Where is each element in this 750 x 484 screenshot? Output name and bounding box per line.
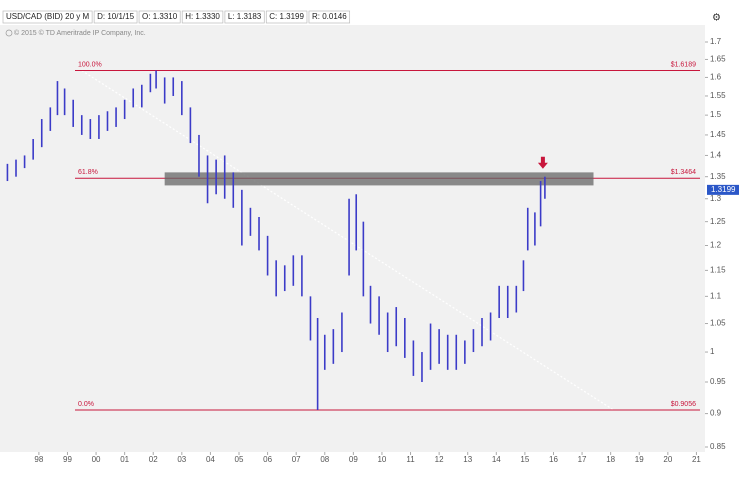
- header-field: D: 10/1/15: [97, 12, 134, 21]
- x-tick-label: 19: [635, 455, 644, 464]
- header-field: O: 1.3310: [142, 12, 178, 21]
- y-tick-label: 0.95: [710, 377, 726, 386]
- x-tick-label: 10: [377, 455, 386, 464]
- x-tick-label: 16: [549, 455, 558, 464]
- header-box: [308, 10, 351, 24]
- y-tick-label: 1.5: [710, 110, 722, 119]
- arrow: [537, 156, 548, 169]
- x-tick-label: 12: [435, 455, 444, 464]
- x-tick-label: 02: [149, 455, 158, 464]
- x-tick-label: 06: [263, 455, 272, 464]
- level-value-label: $1.6189: [671, 61, 696, 68]
- y-tick-label: 1.7: [710, 37, 722, 46]
- level-label: 100.0%: [78, 61, 102, 68]
- y-tick-label: 1.4: [710, 151, 722, 160]
- price-tag: [707, 184, 739, 195]
- x-tick-label: 04: [206, 455, 215, 464]
- y-tick-label: 1.3: [710, 194, 722, 203]
- x-tick-label: 07: [292, 455, 301, 464]
- y-tick-label: 1.15: [710, 265, 726, 274]
- x-tick-label: 01: [120, 455, 129, 464]
- y-tick-label: 1.1: [710, 291, 722, 300]
- header-box: [2, 10, 93, 24]
- level-label: 61.8%: [78, 169, 98, 176]
- y-tick-label: 1.2: [710, 241, 722, 250]
- x-tick-label: 17: [578, 455, 587, 464]
- header-box: [138, 10, 181, 24]
- x-tick-label: 20: [663, 455, 672, 464]
- settings-icon: ⚙: [712, 13, 721, 24]
- header-field: H: 1.3330: [185, 12, 220, 21]
- x-tick-label: 11: [406, 455, 415, 464]
- x-tick-label: 98: [34, 455, 43, 464]
- header-field: R: 0.0146: [312, 12, 347, 21]
- y-tick-label: 1.25: [710, 217, 726, 226]
- y-tick-label: 1.05: [710, 319, 726, 328]
- level-value-label: $1.3464: [671, 169, 696, 176]
- y-tick-label: 1.45: [710, 130, 726, 139]
- resistance-zone: [164, 172, 594, 186]
- price-tag-label: 1.3199: [711, 185, 736, 194]
- x-tick-label: 05: [235, 455, 244, 464]
- header-box: [93, 10, 138, 24]
- y-tick-label: 1.55: [710, 91, 726, 100]
- header-box: [224, 10, 265, 24]
- x-tick-label: 08: [320, 455, 329, 464]
- x-tick-label: 13: [463, 455, 472, 464]
- x-tick-label: 18: [606, 455, 615, 464]
- x-tick-label: 09: [349, 455, 358, 464]
- y-tick-label: 0.85: [710, 442, 726, 451]
- header-field: USD/CAD (BID) 20 y M: [6, 12, 89, 21]
- header-field: L: 1.3183: [228, 12, 262, 21]
- level-value-label: $0.9056: [671, 401, 696, 408]
- y-tick-label: 1: [710, 347, 715, 356]
- x-tick-label: 00: [92, 455, 101, 464]
- subtitle: © 2015 © TD Ameritrade IP Company, Inc.: [14, 29, 146, 37]
- x-tick-label: 03: [177, 455, 186, 464]
- y-tick-label: 0.9: [710, 409, 722, 418]
- x-tick-label: 15: [520, 455, 529, 464]
- x-tick-label: 14: [492, 455, 501, 464]
- header-field: C: 1.3199: [269, 12, 304, 21]
- trendline: [81, 70, 614, 411]
- header-box: [265, 10, 308, 24]
- level-label: 0.0%: [78, 401, 94, 408]
- y-tick-label: 1.35: [710, 172, 726, 181]
- x-tick-label: 99: [63, 455, 72, 464]
- y-tick-label: 1.65: [710, 55, 726, 64]
- header-box: [181, 10, 224, 24]
- plot-area: [0, 25, 705, 452]
- x-tick-label: 21: [692, 455, 701, 464]
- y-tick-label: 1.6: [710, 73, 722, 82]
- info-icon: [5, 29, 13, 37]
